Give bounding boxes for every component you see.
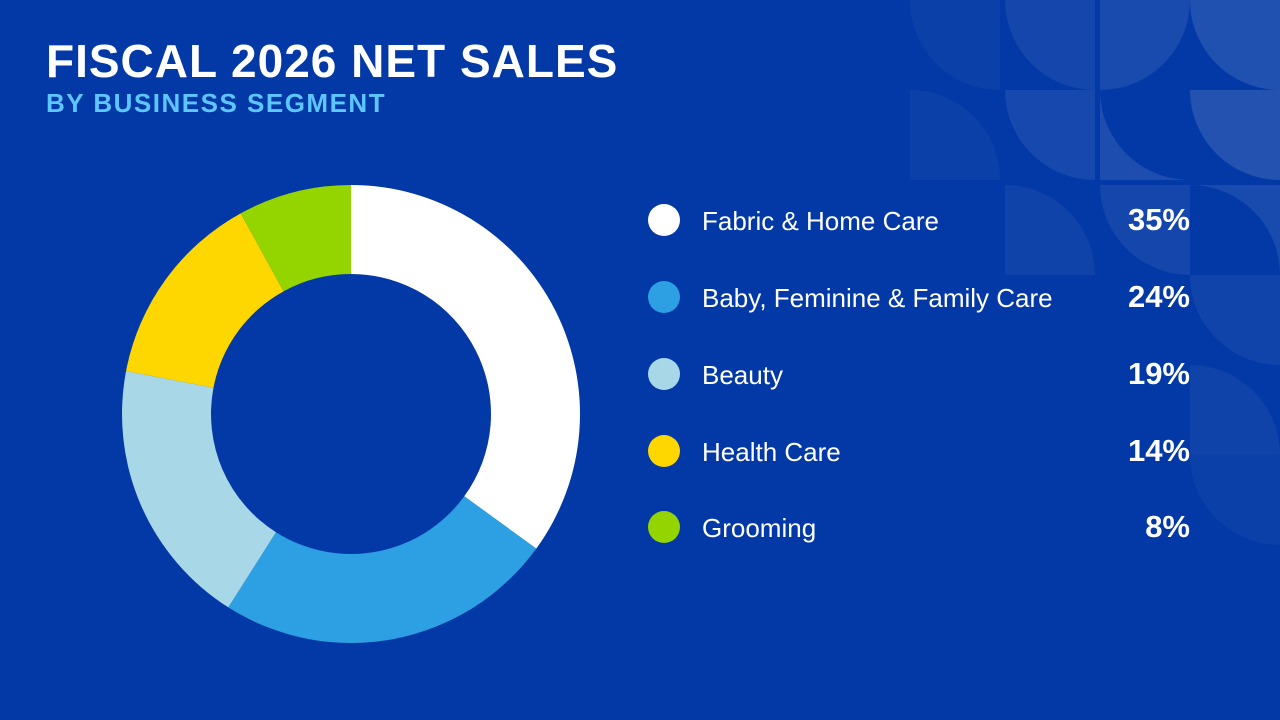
legend-swatch-beauty bbox=[648, 358, 680, 390]
legend-label-fabric-and-home-care: Fabric & Home Care bbox=[702, 206, 939, 236]
slice-grooming bbox=[240, 185, 351, 292]
legend-item-health-care: Health Care 14% bbox=[640, 431, 1200, 471]
legend-swatch-baby-feminine-and-family-care bbox=[648, 281, 680, 313]
slice-fabric-and-home-care bbox=[351, 185, 580, 549]
legend-label-baby-feminine-and-family-care: Baby, Feminine & Family Care bbox=[702, 283, 1053, 313]
legend-value-grooming: 8% bbox=[1145, 509, 1190, 544]
legend-swatch-grooming bbox=[648, 511, 680, 543]
donut-chart bbox=[122, 185, 580, 643]
slice-beauty bbox=[122, 371, 276, 608]
slice-baby-feminine-and-family-care bbox=[228, 496, 537, 643]
legend-swatch-fabric-and-home-care bbox=[648, 204, 680, 236]
legend-value-baby-feminine-and-family-care: 24% bbox=[1127, 279, 1190, 314]
legend-value-health-care: 14% bbox=[1127, 433, 1190, 468]
legend-item-baby-feminine-and-family-care: Baby, Feminine & Family Care 24% bbox=[640, 277, 1200, 317]
legend-value-fabric-and-home-care: 35% bbox=[1127, 202, 1190, 237]
legend-swatch-health-care bbox=[648, 435, 680, 467]
legend-label-health-care: Health Care bbox=[702, 437, 841, 467]
legend-label-grooming: Grooming bbox=[702, 513, 817, 543]
chart-title: FISCAL 2026 NET SALES bbox=[46, 35, 619, 87]
legend-value-beauty: 19% bbox=[1127, 356, 1190, 391]
legend-item-grooming: Grooming 8% bbox=[640, 507, 1200, 547]
slice-health-care bbox=[126, 213, 284, 388]
legend-label-beauty: Beauty bbox=[702, 360, 783, 390]
legend-item-beauty: Beauty 19% bbox=[640, 354, 1200, 394]
legend-item-fabric-and-home-care: Fabric & Home Care 35% bbox=[640, 200, 1200, 240]
chart-subtitle: BY BUSINESS SEGMENT bbox=[46, 88, 387, 118]
